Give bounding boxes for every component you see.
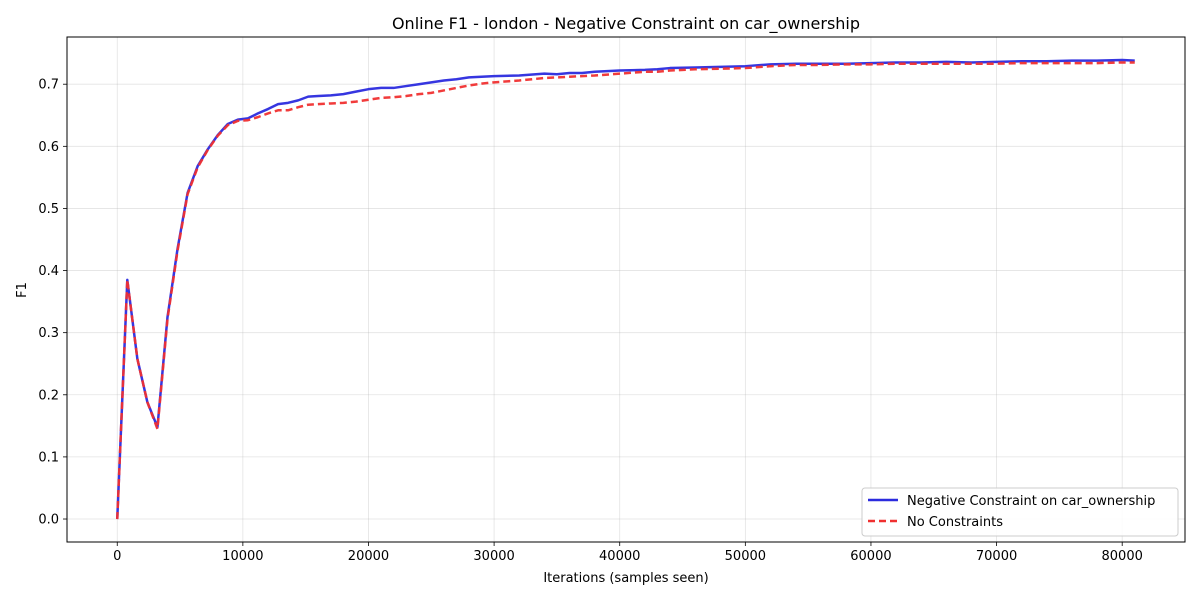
series-lines: [116, 58, 1135, 520]
x-tick-label: 10000: [222, 549, 263, 564]
series-line-no-constraints: [116, 61, 1135, 520]
y-tick-label: 0.5: [38, 202, 59, 217]
legend-label-negative-constraint: Negative Constraint on car_ownership: [907, 494, 1155, 509]
legend: Negative Constraint on car_ownership No …: [861, 487, 1179, 537]
chart-title: Online F1 - london - Negative Constraint…: [392, 14, 860, 34]
axis-ticks: 0 10000 20000 30000 40000 50000 60000 70000 8000…: [38, 78, 1143, 564]
y-tick-label: 0.4: [38, 264, 59, 279]
x-axis-title: Iterations (samples seen): [543, 571, 708, 586]
x-tick-label: 60000: [850, 549, 891, 564]
y-tick-label: 0.2: [38, 388, 59, 403]
legend-box: [861, 487, 1179, 537]
x-tick-label: 80000: [1102, 549, 1143, 564]
y-tick-label: 0.7: [38, 78, 59, 93]
y-tick-label: 0.0: [38, 513, 59, 528]
x-tick-label: 70000: [976, 549, 1017, 564]
x-tick-label: 30000: [473, 549, 514, 564]
y-tick-label: 0.1: [38, 450, 59, 465]
y-tick-label: 0.6: [38, 140, 59, 155]
y-tick-label: 0.3: [38, 326, 59, 341]
x-tick-label: 0: [113, 549, 121, 564]
plot-frame: [66, 36, 1186, 543]
x-tick-label: 20000: [348, 549, 389, 564]
x-tick-label: 40000: [599, 549, 640, 564]
x-tick-label: 50000: [725, 549, 766, 564]
y-axis-title: F1: [15, 282, 30, 298]
legend-label-no-constraints: No Constraints: [907, 515, 1003, 530]
